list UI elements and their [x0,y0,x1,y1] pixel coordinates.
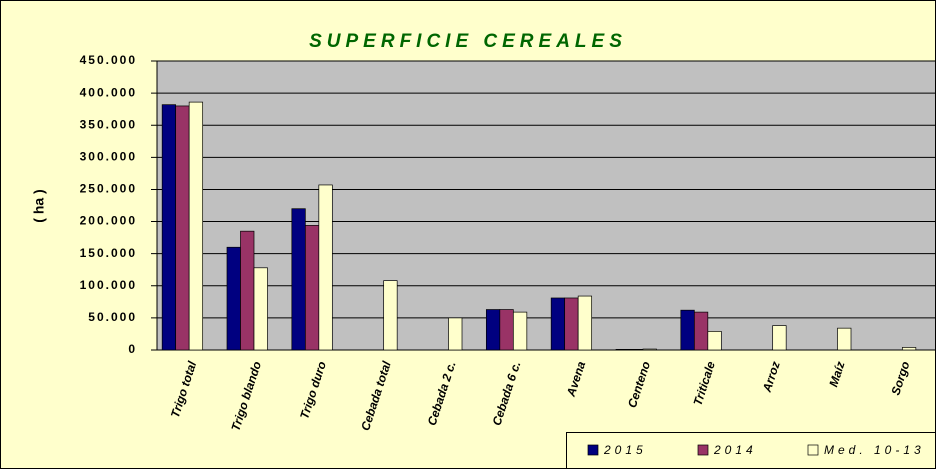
bar [577,295,593,351]
y-tick-label: 50.000 [88,310,137,324]
legend-label: 2014 [713,443,757,457]
legend-swatch [807,444,819,456]
bar [642,348,657,351]
bar [485,309,501,351]
bar [175,105,190,351]
y-tick-label: 100.000 [80,278,137,292]
legend [566,432,936,469]
y-tick-label: 400.000 [80,85,137,99]
bar [564,297,579,351]
bar [615,349,630,351]
legend-swatch [587,444,599,456]
bar [188,101,204,351]
plot-area [157,61,935,350]
legend-swatch [697,444,709,456]
legend-label: 2015 [603,443,647,457]
y-tick-label: 300.000 [80,150,137,164]
bar [550,297,566,351]
bar [304,225,320,351]
y-tick-label: 450.000 [80,53,137,67]
y-tick-label: 150.000 [80,246,137,260]
bar [291,208,306,351]
bar [772,325,787,351]
bar [448,317,463,351]
bar [499,309,514,351]
bar [680,309,695,351]
bar [837,327,852,351]
bar [383,280,398,351]
bar [161,104,177,351]
bar [318,184,333,351]
bar [512,311,528,351]
bar [707,331,722,351]
y-axis-label: ( ha ) [31,189,47,222]
y-tick-label: 350.000 [80,117,137,131]
bar [629,349,644,351]
y-tick-label: 250.000 [80,182,137,196]
bar [226,246,241,351]
y-tick-label: 0 [128,342,137,356]
bar [240,230,255,351]
bar [253,267,268,351]
bar [693,311,709,351]
bar [901,347,917,351]
y-tick-label: 200.000 [80,214,137,228]
chart-title: SUPERFICIE CEREALES [309,31,627,52]
legend-label: Med. 10-13 [824,443,925,457]
